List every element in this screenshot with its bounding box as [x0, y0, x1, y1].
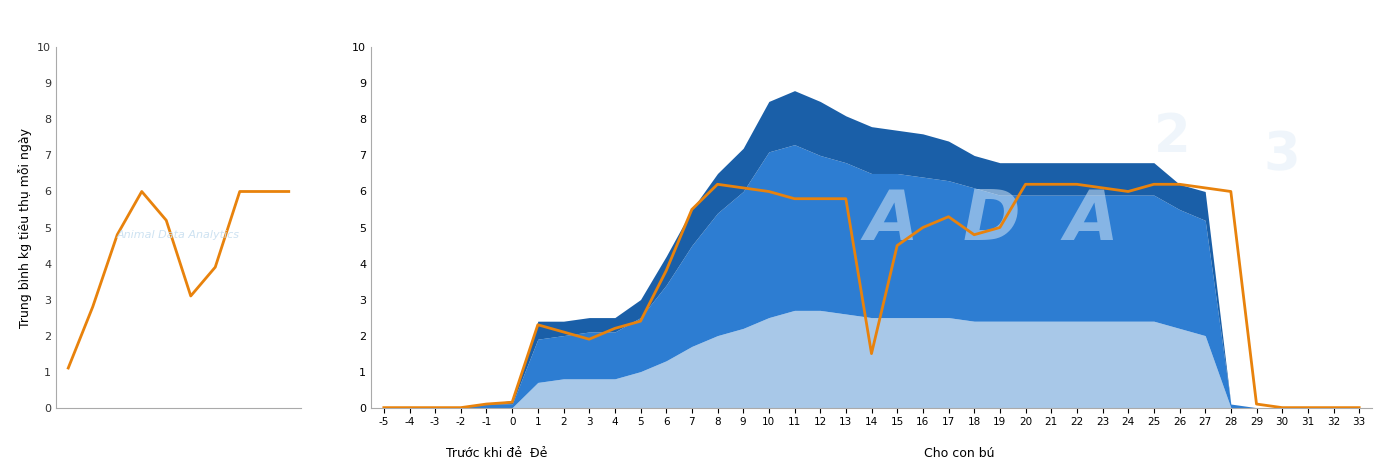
Y-axis label: Trung bình kg tiêu thụ mỗi ngày: Trung bình kg tiêu thụ mỗi ngày: [18, 128, 32, 328]
Text: Trước khi đẻ  Đẻ: Trước khi đẻ Đẻ: [447, 447, 547, 460]
Text: D: D: [963, 187, 1021, 254]
Text: 3: 3: [1264, 129, 1301, 182]
Text: A: A: [1065, 187, 1119, 254]
Text: 2: 2: [1154, 111, 1190, 164]
Text: Animal Data Analytics: Animal Data Analytics: [118, 230, 239, 240]
Text: A: A: [865, 187, 918, 254]
Text: Cho con bú: Cho con bú: [924, 447, 994, 460]
